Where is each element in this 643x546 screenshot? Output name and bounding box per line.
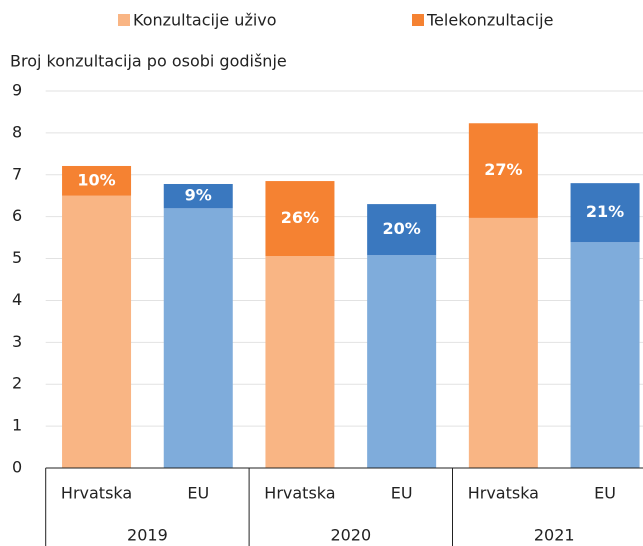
group-label: 2020 — [330, 526, 371, 545]
y-tick-label: 6 — [12, 206, 22, 225]
y-tick-label: 0 — [12, 458, 22, 477]
legend-swatch — [118, 14, 130, 26]
legend-label: Telekonzultacije — [426, 11, 553, 30]
y-tick-label: 8 — [12, 122, 22, 141]
bar-segment — [570, 183, 640, 243]
x-tick-label: Hrvatska — [468, 484, 539, 503]
bar-segment — [163, 208, 233, 469]
group-label: 2019 — [127, 526, 168, 545]
x-tick-label: EU — [594, 484, 616, 503]
y-tick-label: 9 — [12, 81, 22, 100]
x-tick-label: EU — [187, 484, 209, 503]
bar-segment — [468, 123, 538, 218]
bar-segment — [265, 181, 335, 257]
bar-segment — [367, 255, 437, 468]
legend-swatch — [412, 14, 424, 26]
share-label: 21% — [586, 202, 624, 221]
y-tick-label: 4 — [12, 290, 22, 309]
y-axis-label: Broj konzultacija po osobi godišnje — [10, 52, 287, 71]
bar-segment — [367, 204, 437, 256]
share-label: 27% — [484, 160, 522, 179]
y-tick-label: 7 — [12, 164, 22, 183]
x-tick-label: Hrvatska — [264, 484, 335, 503]
share-label: 9% — [185, 186, 212, 205]
share-label: 10% — [77, 170, 115, 189]
bar-segment — [570, 242, 640, 468]
bar-segment — [62, 165, 132, 196]
y-tick-label: 5 — [12, 248, 22, 267]
y-tick-label: 1 — [12, 416, 22, 435]
share-label: 20% — [383, 219, 421, 238]
bar-segment — [163, 183, 233, 209]
bar-segment — [62, 195, 132, 468]
bar-segment — [265, 256, 335, 468]
y-tick-label: 2 — [12, 374, 22, 393]
share-label: 26% — [281, 208, 319, 227]
group-label: 2021 — [534, 526, 575, 545]
x-tick-label: EU — [391, 484, 413, 503]
y-tick-label: 3 — [12, 332, 22, 351]
legend-label: Konzultacije uživo — [133, 11, 277, 30]
bar-segment — [468, 217, 538, 468]
x-tick-label: Hrvatska — [61, 484, 132, 503]
